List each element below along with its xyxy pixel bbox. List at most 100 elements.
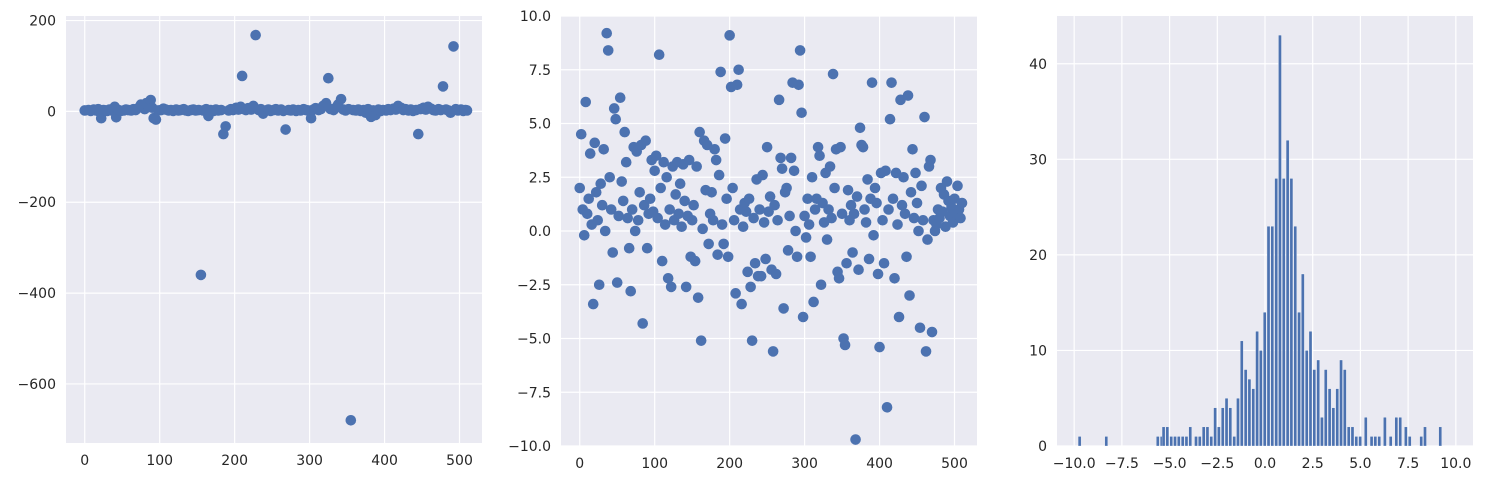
scatter-point <box>614 92 626 103</box>
scatter-point <box>640 135 651 146</box>
histogram-bar <box>1198 436 1202 447</box>
histogram-bar <box>1383 417 1387 447</box>
scatter-point <box>845 199 857 211</box>
scatter-point <box>920 346 932 357</box>
histogram-bar <box>1243 369 1248 447</box>
histogram-bar <box>1161 426 1166 447</box>
scatter-point <box>670 189 681 200</box>
y-tick-label: −2.5 <box>517 278 551 294</box>
scatter-point <box>854 122 866 134</box>
scatter-point <box>634 187 646 198</box>
scatter-point <box>869 182 881 194</box>
scatter-point <box>803 219 815 230</box>
scatter-point <box>790 225 801 237</box>
scatter-point <box>821 234 833 245</box>
scatter-point <box>655 182 666 194</box>
scatter-point <box>721 193 732 205</box>
y-tick-label: 0.0 <box>529 224 551 240</box>
scatter-point <box>680 281 692 293</box>
histogram-bar <box>1177 436 1181 447</box>
y-tick-label: −400 <box>18 286 56 302</box>
scatter-point <box>616 176 628 187</box>
scatter-point <box>623 242 635 254</box>
x-tick-label: 0 <box>575 456 584 472</box>
scatter-point <box>907 144 918 155</box>
scatter-point <box>808 296 819 308</box>
scatter-point <box>596 199 608 211</box>
scatter-point <box>713 169 725 181</box>
histogram-bar <box>1419 436 1423 447</box>
histogram-bar <box>1289 178 1294 447</box>
histogram-bar <box>1301 273 1305 447</box>
histogram-bar <box>1354 436 1358 447</box>
scatter-point <box>842 184 854 196</box>
scatter-point <box>872 268 884 280</box>
y-tick-label: 200 <box>29 14 56 30</box>
right-histogram-bars <box>1077 34 1442 447</box>
scatter-point <box>901 251 912 263</box>
histogram-bar <box>1312 369 1316 447</box>
histogram-bar <box>1188 426 1192 447</box>
histogram-bar <box>1259 350 1263 447</box>
scatter-point <box>694 126 705 138</box>
scatter-point <box>625 285 637 297</box>
scatter-point <box>653 49 665 60</box>
scatter-point <box>95 112 107 124</box>
scatter-point <box>644 193 656 205</box>
scatter-point <box>736 298 747 310</box>
scatter-point <box>757 169 768 181</box>
histogram-bar <box>1339 359 1343 447</box>
scatter-point <box>824 161 836 172</box>
scatter-point <box>805 251 816 263</box>
scatter-point <box>911 197 923 209</box>
scatter-point <box>584 148 596 159</box>
scatter-point <box>716 219 728 230</box>
histogram-bar <box>1240 340 1244 447</box>
y-tick-label: −10.0 <box>508 439 551 455</box>
histogram-bar <box>1247 378 1252 447</box>
scatter-point <box>887 193 899 205</box>
y-tick-label: −200 <box>18 195 56 211</box>
left-x-tick-labels: 0 100 200 300 400 500 <box>80 453 473 469</box>
histogram-bar <box>1209 436 1213 447</box>
scatter-point <box>812 141 824 153</box>
x-tick-label: −2.5 <box>1200 456 1234 472</box>
scatter-point <box>626 204 638 215</box>
scatter-point <box>878 257 890 269</box>
scatter-point <box>881 402 893 413</box>
scatter-point <box>592 214 604 226</box>
scatter-point <box>952 180 963 192</box>
left-gridlines <box>66 16 482 443</box>
scatter-point <box>799 210 810 222</box>
histogram-bar <box>1305 350 1309 447</box>
scatter-point <box>709 144 720 155</box>
histogram-bar <box>1347 426 1351 447</box>
scatter-point <box>889 273 900 284</box>
scatter-point <box>650 150 662 162</box>
scatter-point <box>250 29 261 41</box>
scatter-point <box>574 182 586 194</box>
scatter-point <box>622 212 634 224</box>
scatter-point <box>851 191 863 202</box>
scatter-point <box>893 311 905 323</box>
scatter-point <box>665 281 677 293</box>
scatter-point <box>896 199 908 211</box>
scatter-point <box>710 154 722 166</box>
histogram-bar <box>1270 226 1274 447</box>
scatter-point <box>880 165 891 177</box>
histogram-bar <box>1156 436 1160 447</box>
y-tick-label: 5.0 <box>529 117 551 133</box>
y-tick-label: −7.5 <box>517 385 551 401</box>
scatter-point <box>770 268 782 280</box>
scatter-point <box>857 141 869 153</box>
scatter-point <box>601 27 613 39</box>
scatter-point <box>862 174 873 185</box>
scatter-point <box>788 165 800 177</box>
scatter-point <box>719 133 731 144</box>
scatter-point <box>815 279 827 291</box>
scatter-point <box>781 182 792 194</box>
x-tick-label: 5.0 <box>1349 456 1371 472</box>
scatter-point <box>607 247 619 258</box>
scatter-point <box>796 107 807 119</box>
scatter-point <box>826 212 837 224</box>
